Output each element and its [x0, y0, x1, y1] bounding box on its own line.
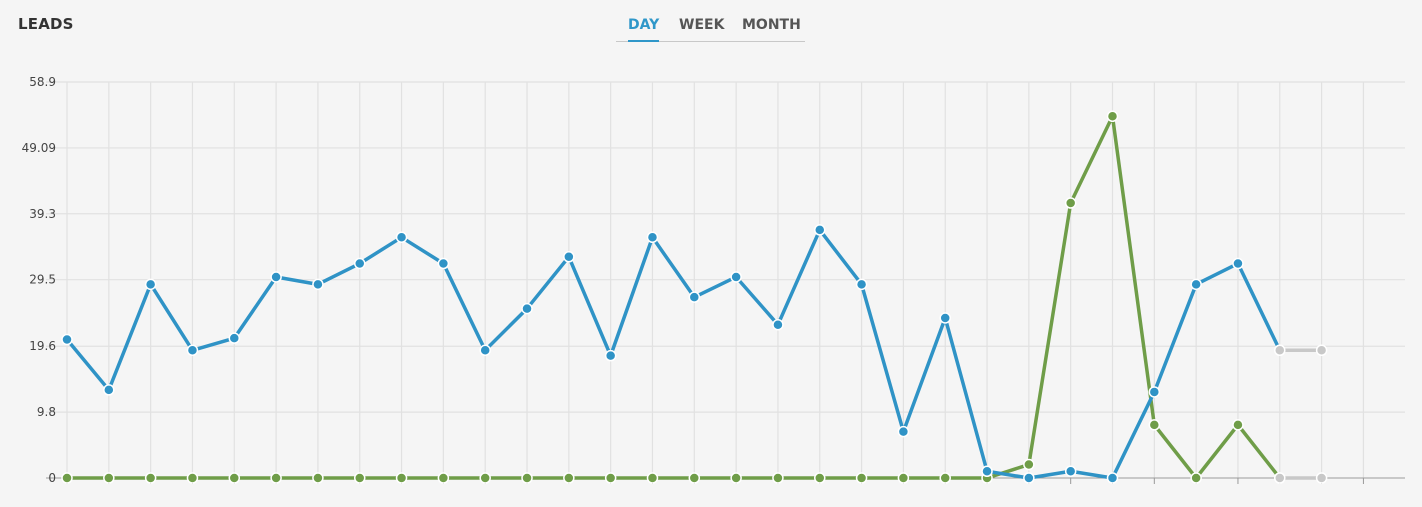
data-point[interactable]: [1023, 472, 1035, 484]
data-point[interactable]: [646, 231, 659, 244]
data-point[interactable]: [103, 384, 115, 396]
data-point[interactable]: [186, 344, 199, 357]
data-point[interactable]: [1190, 278, 1202, 291]
data-point[interactable]: [1106, 110, 1119, 123]
data-point[interactable]: [563, 472, 575, 484]
vertical-grid: [66, 82, 1365, 484]
data-point[interactable]: [312, 278, 324, 291]
data-point[interactable]: [1232, 419, 1244, 431]
y-axis-ticks: 0 9.8 19.6 29.5 39.3 49.09 58.9: [22, 75, 56, 485]
data-point[interactable]: [1064, 465, 1077, 478]
data-point[interactable]: [772, 318, 784, 331]
data-point[interactable]: [1190, 472, 1202, 484]
data-point[interactable]: [61, 472, 73, 484]
data-point[interactable]: [61, 333, 73, 346]
data-point[interactable]: [479, 344, 491, 357]
data-point[interactable]: [521, 302, 533, 315]
page-title: LEADS: [18, 15, 74, 33]
data-point[interactable]: [186, 472, 199, 484]
data-point[interactable]: [1274, 472, 1286, 484]
data-point[interactable]: [1064, 197, 1077, 209]
period-tabs: DAY WEEK MONTH: [616, 16, 805, 42]
data-point[interactable]: [1274, 344, 1286, 357]
data-point[interactable]: [312, 472, 324, 484]
y-tick-label: 49.09: [22, 141, 56, 155]
data-point[interactable]: [228, 332, 241, 344]
series-line: [65, 228, 1282, 480]
data-point[interactable]: [103, 472, 115, 484]
tab-week[interactable]: WEEK: [679, 17, 725, 33]
data-point[interactable]: [1106, 472, 1119, 484]
data-point[interactable]: [772, 472, 784, 484]
y-tick-label: 19.6: [29, 339, 56, 353]
data-point[interactable]: [437, 257, 450, 270]
data-point[interactable]: [939, 472, 951, 484]
data-point[interactable]: [144, 472, 157, 484]
data-point[interactable]: [479, 472, 491, 484]
data-point[interactable]: [688, 291, 701, 303]
y-tick-label: 29.5: [29, 273, 56, 287]
series-0: [61, 224, 1286, 484]
data-point[interactable]: [814, 224, 826, 236]
data-point[interactable]: [395, 472, 408, 484]
y-tick-label: 39.3: [29, 207, 56, 221]
data-point[interactable]: [521, 472, 533, 484]
data-point[interactable]: [939, 312, 951, 324]
data-point[interactable]: [144, 278, 157, 291]
data-point[interactable]: [353, 472, 366, 484]
data-point[interactable]: [1315, 344, 1328, 357]
data-point[interactable]: [730, 271, 742, 283]
series-2: [1274, 344, 1328, 357]
data-point[interactable]: [1315, 472, 1328, 484]
series-layer: [61, 110, 1328, 484]
data-point[interactable]: [437, 472, 450, 484]
data-point[interactable]: [353, 257, 366, 270]
data-point[interactable]: [855, 472, 868, 484]
data-point[interactable]: [604, 472, 617, 484]
series-line: [65, 114, 1282, 480]
data-point[interactable]: [563, 251, 575, 263]
data-point[interactable]: [814, 472, 826, 484]
data-point[interactable]: [646, 472, 659, 484]
data-point[interactable]: [1148, 419, 1161, 431]
y-tick-label: 58.9: [29, 75, 56, 89]
data-point[interactable]: [1023, 458, 1035, 471]
data-point[interactable]: [228, 472, 241, 484]
series-1: [61, 110, 1286, 484]
data-point[interactable]: [1148, 386, 1161, 398]
series-3: [1274, 472, 1328, 484]
data-point[interactable]: [395, 231, 408, 244]
data-point[interactable]: [897, 472, 910, 484]
data-point[interactable]: [604, 349, 617, 362]
data-point[interactable]: [897, 425, 910, 438]
data-point[interactable]: [270, 271, 282, 283]
data-point[interactable]: [270, 472, 282, 484]
tab-month[interactable]: MONTH: [742, 17, 801, 33]
y-tick-label: 9.8: [37, 405, 56, 419]
tab-day[interactable]: DAY: [628, 16, 660, 42]
data-point[interactable]: [688, 472, 701, 484]
data-point[interactable]: [981, 465, 993, 478]
data-point[interactable]: [730, 472, 742, 484]
data-point[interactable]: [855, 278, 868, 291]
y-tick-label: 0: [48, 471, 56, 485]
data-point[interactable]: [1232, 257, 1244, 270]
